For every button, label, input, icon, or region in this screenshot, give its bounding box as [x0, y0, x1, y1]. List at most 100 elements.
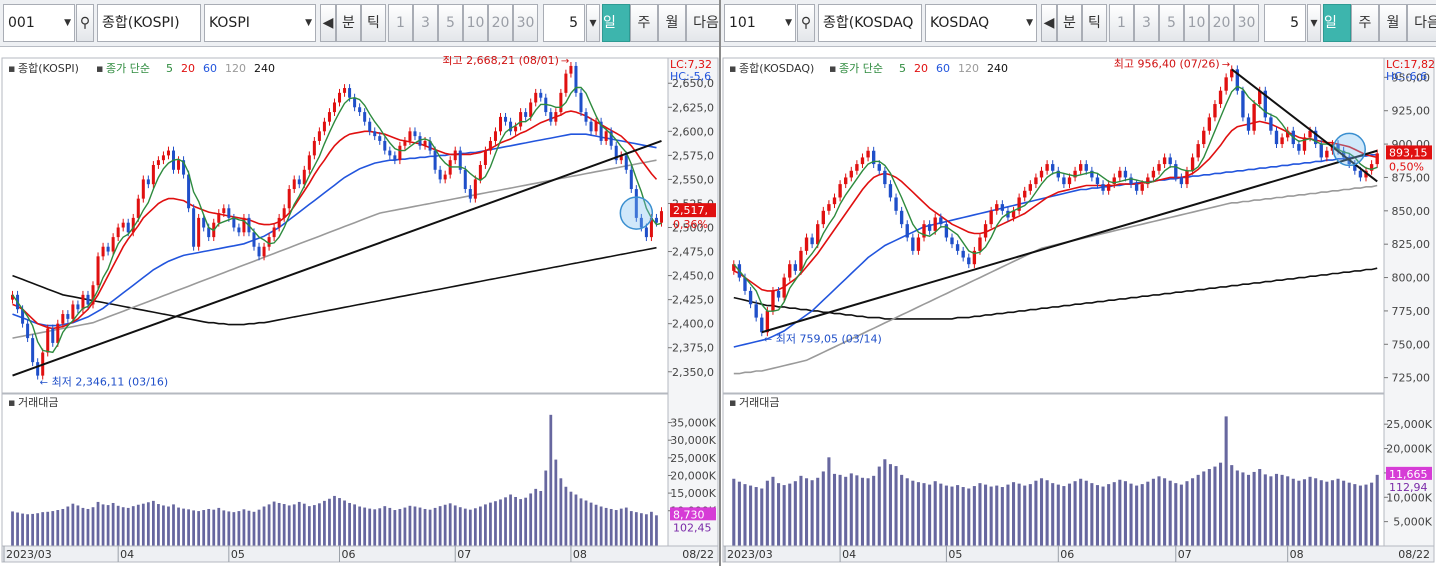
kosdaq-period-minute[interactable]: 분: [1057, 4, 1082, 42]
candle-body: [911, 237, 915, 251]
kospi-interval-10[interactable]: 10: [463, 4, 488, 42]
volume-bar: [448, 503, 452, 546]
volume-bar: [1084, 480, 1088, 546]
candle-body: [554, 112, 558, 122]
kosdaq-tab-day[interactable]: 일: [1323, 4, 1351, 42]
kosdaq-code-input[interactable]: 101: [724, 4, 796, 42]
kosdaq-name-select[interactable]: KOSDAQ: [925, 4, 1037, 42]
low-arrow-icon: ←: [764, 334, 772, 345]
kospi-count-input[interactable]: 5: [543, 4, 585, 42]
legend-marker-icon: ▪: [8, 62, 15, 75]
kosdaq-interval-10[interactable]: 10: [1184, 4, 1209, 42]
volume-bar: [408, 505, 412, 546]
volume-bar: [378, 508, 382, 546]
kospi-left-arrow-icon[interactable]: ◀: [320, 4, 336, 42]
kospi-count-spinner-icon[interactable]: ▾: [586, 4, 600, 42]
kosdaq-count-spinner-icon[interactable]: ▾: [1307, 4, 1321, 42]
candle-body: [614, 145, 618, 161]
volume-bar: [21, 513, 24, 546]
candle-body: [534, 92, 538, 103]
kosdaq-interval-1[interactable]: 1: [1109, 4, 1134, 42]
kospi-tab-day[interactable]: 일: [602, 4, 630, 42]
kosdaq-interval-20[interactable]: 20: [1209, 4, 1234, 42]
y-tick-label: 2,500,0: [672, 222, 714, 235]
date-label: 05: [231, 548, 245, 561]
volume-bar: [66, 506, 70, 546]
volume-bar: [1090, 483, 1094, 546]
kosdaq-search-icon[interactable]: ⚲: [797, 4, 815, 42]
volume-badge: [1386, 466, 1432, 480]
kospi-code-input[interactable]: 001: [3, 4, 75, 42]
volume-tick-label: 25,000K: [1386, 418, 1432, 431]
kosdaq-count-input[interactable]: 5: [1264, 4, 1306, 42]
kospi-interval-20[interactable]: 20: [488, 4, 513, 42]
candle-body: [1341, 150, 1346, 158]
candle-body: [799, 250, 803, 271]
volume-bar: [136, 504, 140, 546]
candle-body: [995, 204, 999, 211]
candle-body: [649, 217, 653, 238]
kospi-tab-week[interactable]: 주: [630, 4, 658, 42]
corner-label-lc: LC:7,32: [670, 58, 712, 71]
volume-bar: [549, 414, 553, 546]
volume-bar: [297, 501, 301, 546]
volume-bar: [328, 498, 331, 546]
corner-label-hc: HC:-6,6: [1386, 70, 1427, 83]
kospi-interval-3[interactable]: 3: [413, 4, 438, 42]
volume-bar: [782, 485, 786, 546]
volume-bar: [227, 511, 231, 546]
kospi-period-minute[interactable]: 분: [336, 4, 361, 42]
candle-body: [488, 140, 492, 151]
kosdaq-tab-week[interactable]: 주: [1351, 4, 1379, 42]
volume-bar: [574, 494, 578, 546]
candle-body: [519, 112, 523, 127]
trendline[interactable]: [761, 149, 1378, 334]
corner-label-hc: HC:-5,6: [670, 70, 711, 83]
kospi-search-icon[interactable]: ⚲: [76, 4, 94, 42]
volume-bar: [939, 483, 943, 546]
kospi-period-tick[interactable]: 틱: [361, 4, 386, 42]
candle-body: [760, 317, 764, 333]
volume-bar: [11, 511, 14, 546]
highlight-circle[interactable]: [619, 196, 654, 230]
volume-badge-sub: 112,94: [1389, 481, 1428, 494]
volume-bar: [36, 513, 40, 546]
kosdaq-interval-30[interactable]: 30: [1234, 4, 1259, 42]
candle-body: [1034, 177, 1038, 185]
volume-bar: [46, 511, 50, 546]
y-tick-label: 825,00: [1392, 238, 1431, 251]
volume-bar: [1174, 483, 1178, 546]
kospi-interval-1[interactable]: 1: [388, 4, 413, 42]
volume-bar: [1163, 478, 1167, 546]
date-axis: [722, 545, 1435, 563]
candle-body: [443, 174, 447, 180]
low-annotation: 최저 759,05 (03/14): [776, 332, 882, 345]
kospi-interval-5[interactable]: 5: [438, 4, 463, 42]
volume-bar: [458, 507, 462, 546]
volume-bar: [192, 510, 196, 546]
panel-divider[interactable]: [719, 0, 721, 566]
volume-bar: [252, 511, 256, 546]
kosdaq-tab-month[interactable]: 월: [1379, 4, 1407, 42]
volume-bar: [866, 478, 870, 546]
legend-ma-label: 종가 단순: [839, 62, 883, 75]
kospi-name-select[interactable]: KOSPI: [204, 4, 316, 42]
trendline[interactable]: [1231, 68, 1378, 183]
volume-bar: [438, 506, 442, 546]
kosdaq-period-tick[interactable]: 틱: [1082, 4, 1107, 42]
kospi-chart[interactable]: 2,650,02,625,02,600,02,575,02,550,02,525…: [0, 54, 720, 566]
kosdaq-interval-3[interactable]: 3: [1134, 4, 1159, 42]
kosdaq-chart[interactable]: 950,00925,00900,00875,00850,00825,00800,…: [721, 56, 1436, 566]
kospi-tab-month[interactable]: 월: [658, 4, 686, 42]
candle-body: [177, 160, 181, 170]
kospi-interval-30[interactable]: 30: [513, 4, 538, 42]
kosdaq-next-button[interactable]: 다음: [1407, 4, 1436, 42]
y-tick-label: 750,00: [1392, 338, 1431, 351]
kosdaq-interval-5[interactable]: 5: [1159, 4, 1184, 42]
volume-bar: [1291, 478, 1295, 546]
legend-ma-240: 240: [254, 62, 275, 75]
highlight-circle[interactable]: [1332, 132, 1366, 167]
volume-bar: [821, 471, 825, 546]
kosdaq-left-arrow-icon[interactable]: ◀: [1041, 4, 1057, 42]
trendline[interactable]: [12, 140, 662, 377]
